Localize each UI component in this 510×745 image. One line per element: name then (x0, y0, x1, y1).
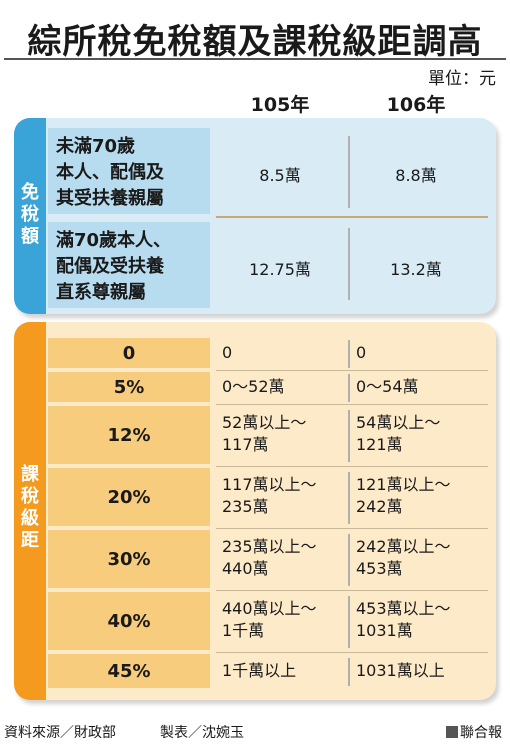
bracket-row-divider (216, 590, 488, 591)
exemption-cell-over70-106: 13.2萬 (390, 260, 442, 279)
bracket-col-divider (348, 596, 350, 648)
bracket-rate-12: 12% (48, 406, 210, 464)
bracket-row-divider (216, 528, 488, 529)
bracket-cell-40-105: 440萬以上～ 1千萬 (222, 599, 317, 640)
exemption-col-divider-1 (348, 136, 350, 208)
column-header-106: 106年 (386, 94, 446, 116)
exemption-cell-under70-105: 8.5萬 (259, 166, 301, 185)
bracket-col-divider (348, 534, 350, 586)
exemption-label-over70: 滿70歲本人、 配偶及受扶養 直系尊親屬 (48, 222, 210, 308)
bracket-cell-20-105: 117萬以上～ 235萬 (222, 475, 317, 516)
maker-credit: 製表／沈婉玉 (160, 725, 244, 741)
bracket-cell-30-105: 235萬以上～ 440萬 (222, 537, 317, 578)
bracket-col-divider (348, 374, 350, 402)
bracket-cell-5-105: 0～52萬 (222, 377, 285, 396)
bracket-rate-5: 5% (48, 372, 210, 402)
source-credit: 資料來源／財政部 (4, 725, 116, 741)
publisher-mark-icon (446, 726, 458, 738)
bracket-cell-12-105: 52萬以上～ 117萬 (222, 413, 307, 454)
column-header-105: 105年 (250, 94, 310, 116)
bracket-cell-45-106: 1031萬以上 (356, 661, 445, 680)
exemption-cell-under70-106: 8.8萬 (395, 166, 437, 185)
bracket-col-divider (348, 472, 350, 524)
page-title: 綜所稅免稅額及課稅級距調高 (27, 22, 483, 62)
bracket-cell-40-106: 453萬以上～ 1031萬 (356, 599, 451, 640)
bracket-cell-12-106: 54萬以上～ 121萬 (356, 413, 441, 454)
brackets-side-bar (14, 322, 46, 700)
exemption-cell-over70-105: 12.75萬 (249, 260, 311, 279)
bracket-cell-0-105: 0 (222, 343, 233, 362)
bracket-cell-45-105: 1千萬以上 (222, 661, 297, 680)
unit-label: 單位：元 (428, 69, 496, 89)
brackets-section-label: 課稅級距 (21, 464, 39, 551)
bracket-col-divider (348, 658, 350, 686)
bracket-row-divider (216, 404, 488, 405)
exemption-col-divider-2 (348, 228, 350, 300)
bracket-cell-0-106: 0 (356, 343, 367, 362)
exemption-side-bar (14, 118, 46, 314)
bracket-row-divider (216, 466, 488, 467)
bracket-col-divider (348, 410, 350, 462)
bracket-cell-5-106: 0～54萬 (356, 377, 419, 396)
bracket-col-divider (348, 340, 350, 368)
bracket-cell-20-106: 121萬以上～ 242萬 (356, 475, 451, 516)
title-divider (4, 58, 506, 60)
bracket-rate-0: 0 (48, 338, 210, 368)
bracket-row-divider (216, 370, 488, 371)
bracket-rate-20: 20% (48, 468, 210, 526)
bracket-rate-30: 30% (48, 530, 210, 588)
publisher-credit: 聯合報 (446, 722, 502, 742)
bracket-rate-40: 40% (48, 592, 210, 650)
publisher-name: 聯合報 (460, 725, 502, 741)
exemption-row-divider (216, 216, 488, 218)
bracket-cell-30-106: 242萬以上～ 453萬 (356, 537, 451, 578)
bracket-rate-45: 45% (48, 654, 210, 688)
exemption-section-label: 免稅額 (21, 182, 39, 247)
bracket-row-divider (216, 652, 488, 653)
exemption-label-under70: 未滿70歲 本人、配偶及 其受扶養親屬 (48, 128, 210, 214)
